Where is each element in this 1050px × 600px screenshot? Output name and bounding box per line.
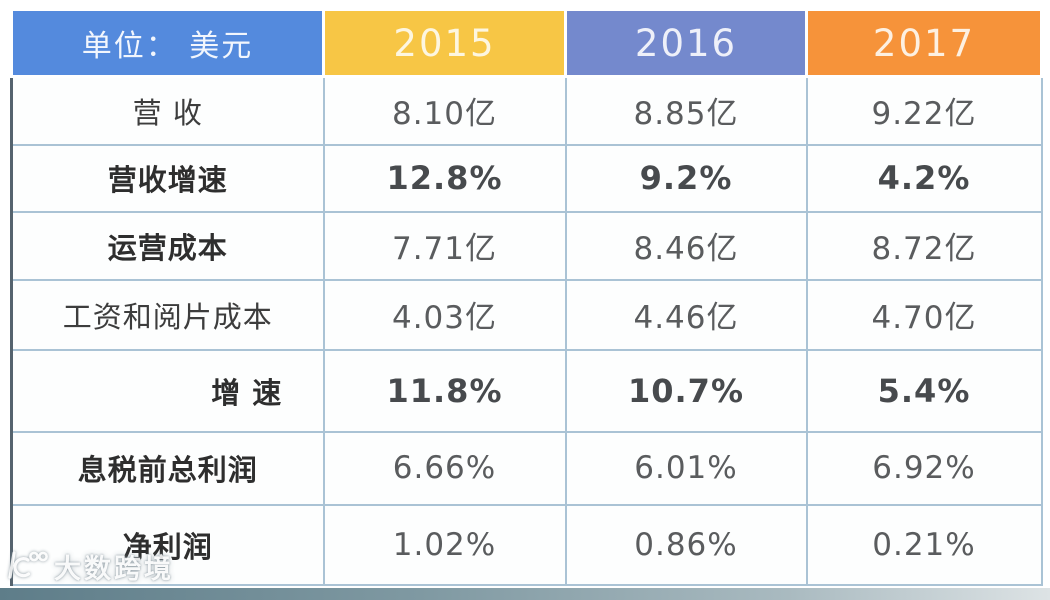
row-label: 息税前总利润 (10, 430, 325, 506)
cell-value: 0.21% (805, 503, 1043, 586)
financial-table: 单位： 美元 2015 2016 2017 营 收 8.10亿 8.85亿 9.… (10, 8, 1043, 586)
cell-value: 12.8% (322, 143, 567, 213)
table-row-revenue-growth: 营收增速 12.8% 9.2% 4.2% (10, 143, 1043, 213)
cell-value: 8.46亿 (564, 210, 808, 281)
row-label: 营 收 (10, 75, 325, 146)
cell-value: 6.92% (805, 430, 1043, 506)
cell-value: 8.72亿 (805, 210, 1043, 281)
table-row-ebit-margin: 息税前总利润 6.66% 6.01% 6.92% (10, 430, 1043, 506)
cell-value: 7.71亿 (322, 210, 567, 281)
row-label: 运营成本 (10, 210, 325, 281)
year-2016-header-cell: 2016 (564, 8, 808, 78)
bottom-bar (0, 588, 1050, 600)
cell-value: 11.8% (322, 348, 567, 433)
row-label: 营收增速 (10, 143, 325, 213)
table-row-salary-reading-cost: 工资和阅片成本 4.03亿 4.46亿 4.70亿 (10, 278, 1043, 351)
cell-value: 8.10亿 (322, 75, 567, 146)
cell-value: 10.7% (564, 348, 808, 433)
row-label: 净利润 (10, 503, 325, 586)
cell-value: 1.02% (322, 503, 567, 586)
cell-value: 8.85亿 (564, 75, 808, 146)
table-row-net-profit: 净利润 1.02% 0.86% 0.21% (10, 503, 1043, 586)
header-row: 单位： 美元 2015 2016 2017 (10, 8, 1043, 78)
table-row-operating-cost: 运营成本 7.71亿 8.46亿 8.72亿 (10, 210, 1043, 281)
cell-value: 5.4% (805, 348, 1043, 433)
row-label: 工资和阅片成本 (10, 278, 325, 351)
row-label: 增 速 (10, 348, 325, 433)
cell-value: 4.70亿 (805, 278, 1043, 351)
cell-value: 4.2% (805, 143, 1043, 213)
cell-value: 9.22亿 (805, 75, 1043, 146)
cell-value: 9.2% (564, 143, 808, 213)
unit-header-cell: 单位： 美元 (10, 8, 325, 78)
year-2017-header-cell: 2017 (805, 8, 1043, 78)
table-row-growth-rate: 增 速 11.8% 10.7% 5.4% (10, 348, 1043, 433)
cell-value: 4.46亿 (564, 278, 808, 351)
cell-value: 0.86% (564, 503, 808, 586)
cell-value: 6.01% (564, 430, 808, 506)
year-2015-header-cell: 2015 (322, 8, 567, 78)
table-row-revenue: 营 收 8.10亿 8.85亿 9.22亿 (10, 75, 1043, 146)
cell-value: 6.66% (322, 430, 567, 506)
cell-value: 4.03亿 (322, 278, 567, 351)
